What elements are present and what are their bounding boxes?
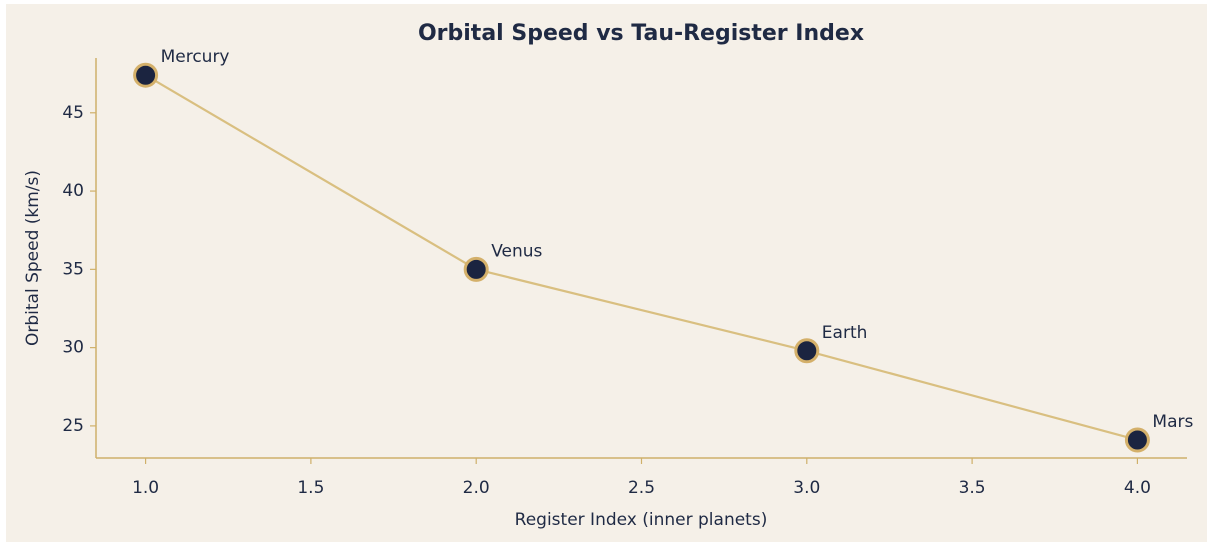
- point-label: Venus: [491, 241, 542, 261]
- x-tick-label: 1.5: [297, 478, 324, 498]
- point-label: Mars: [1152, 412, 1193, 432]
- marker: [133, 62, 159, 88]
- marker: [1124, 427, 1150, 453]
- x-tick-label: 3.0: [793, 478, 820, 498]
- x-tick-label: 2.5: [628, 478, 655, 498]
- y-axis-label: Orbital Speed (km/s): [23, 170, 43, 346]
- x-tick-label: 3.5: [959, 478, 986, 498]
- y-tick-label: 40: [62, 181, 84, 201]
- point-label: Earth: [822, 323, 868, 343]
- x-tick-label: 4.0: [1124, 478, 1151, 498]
- line: [145, 74, 1138, 442]
- chart-title: Orbital Speed vs Tau-Register Index: [418, 21, 864, 46]
- y-tick-label: 30: [62, 338, 84, 358]
- y-tick-label: 35: [62, 259, 84, 279]
- marker: [794, 338, 820, 364]
- x-axis-label: Register Index (inner planets): [515, 510, 768, 530]
- x-tick-label: 1.0: [132, 478, 159, 498]
- marker: [463, 256, 489, 282]
- x-tick-label: 2.0: [463, 478, 490, 498]
- y-tick-label: 25: [62, 416, 84, 436]
- point-label: Mercury: [161, 47, 230, 67]
- y-tick-label: 45: [62, 103, 84, 123]
- background: [6, 4, 1207, 542]
